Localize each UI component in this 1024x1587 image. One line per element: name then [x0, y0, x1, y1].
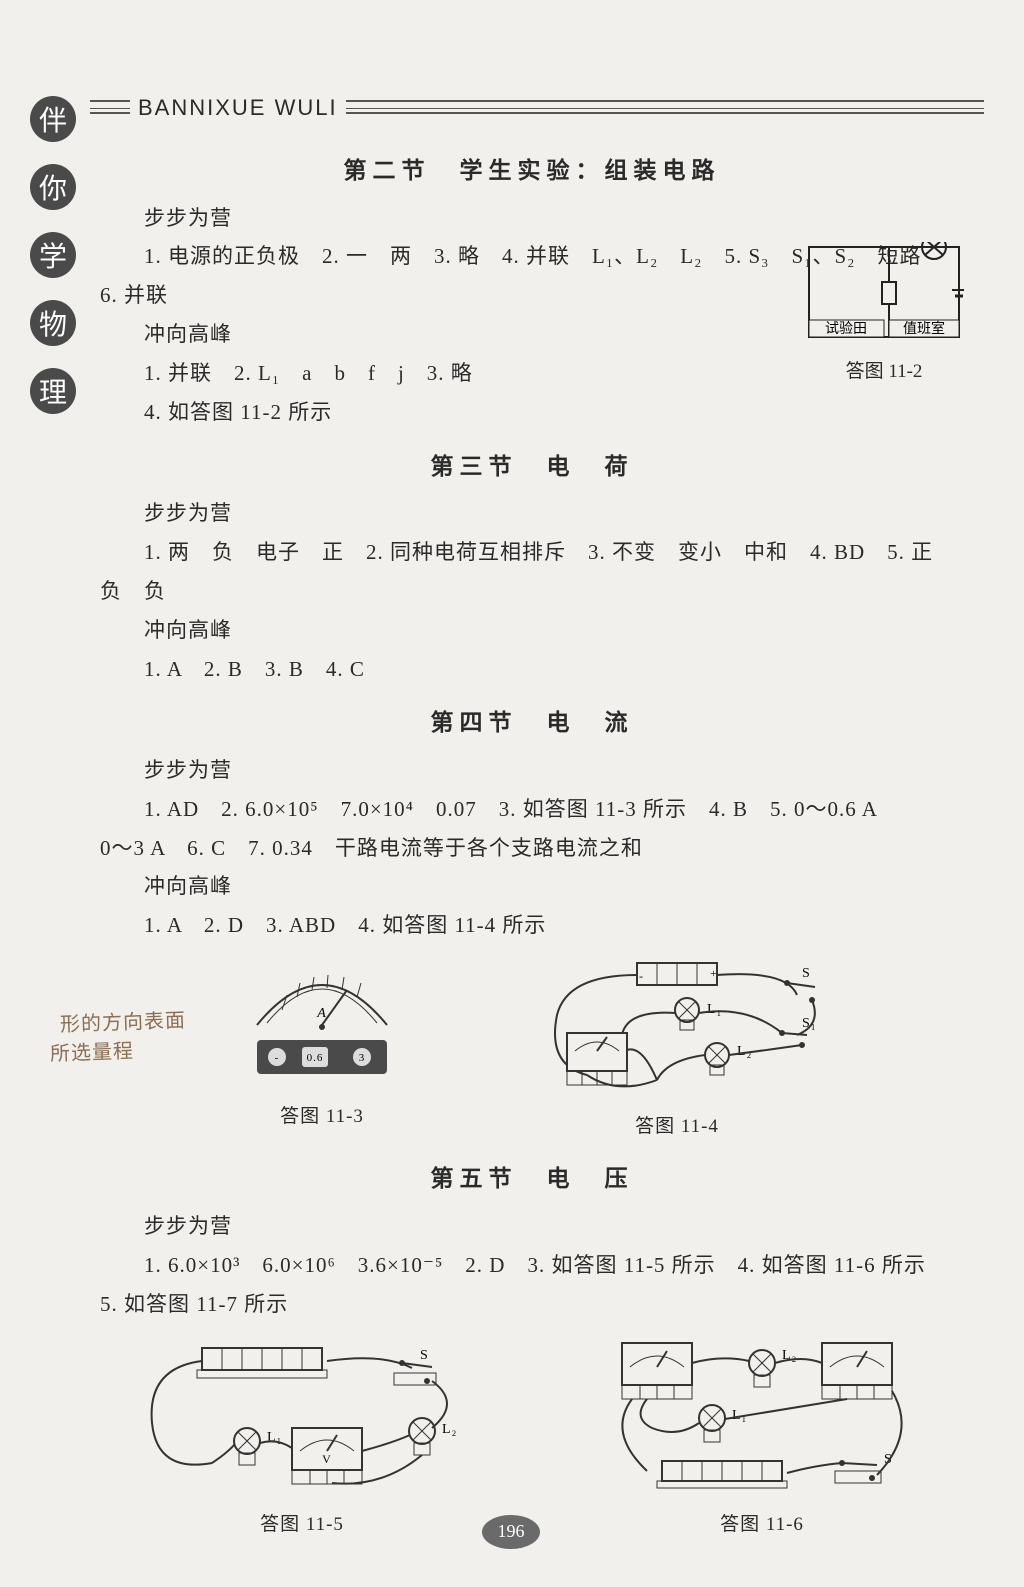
svg-text:-: - [639, 969, 644, 983]
page-number-badge: 196 [482, 1515, 542, 1551]
side-badges: 伴 你 学 物 理 [30, 96, 76, 436]
badge-char: 伴 [30, 96, 76, 142]
answer-line: 1. 6.0×10³ 6.0×10⁶ 3.6×10⁻⁵ 2. D 3. 如答图 … [144, 1246, 964, 1285]
fig-label: 试验田 [825, 321, 867, 337]
figure-caption: 答图 11-2 [804, 356, 964, 383]
figure-11-6: L₂ L₁ [592, 1333, 932, 1542]
section-4-title: 第四节 电 流 [100, 702, 964, 745]
figure-row: 形的方向表面 所选量程 A - 0.6 3 [100, 955, 964, 1144]
answer-line: 1. A 2. B 3. B 4. C [144, 650, 964, 689]
fig-label: S₁ [802, 1016, 817, 1031]
answer-line: 4. 如答图 11-2 所示 [144, 393, 964, 432]
answer-line: 1. A 2. D 3. ABD 4. 如答图 11-4 所示 [144, 906, 964, 945]
cxg-label: 冲向高峰 [144, 867, 964, 906]
svg-text:S: S [420, 1348, 429, 1363]
fig-label: S [802, 966, 811, 981]
answer-line: 1. AD 2. 6.0×10⁵ 7.0×10⁴ 0.07 3. 如答图 11-… [144, 790, 964, 829]
fig-label: 值班室 [903, 320, 945, 337]
bby-label: 步步为营 [144, 199, 964, 238]
badge-char: 你 [30, 164, 76, 210]
page-number: 196 [482, 1515, 540, 1549]
badge-char: 学 [30, 232, 76, 278]
figure-11-2: 试验田 值班室 答图 11-2 [804, 242, 964, 383]
figure-caption: 答图 11-5 [132, 1507, 472, 1542]
bby-label: 步步为营 [144, 751, 964, 790]
figure-caption: 答图 11-6 [592, 1507, 932, 1542]
handwriting: 所选量程 [49, 1034, 134, 1074]
svg-text:0.6: 0.6 [307, 1052, 324, 1064]
figure-11-5: S L₂ L₁ [132, 1333, 472, 1542]
figure-11-3: A - 0.6 3 答图 11-3 [237, 955, 407, 1144]
section-3-title: 第三节 电 荷 [100, 446, 964, 489]
svg-text:V: V [322, 1452, 332, 1466]
bby-label: 步步为营 [144, 1207, 964, 1246]
section-2-title: 第二节 学生实验：组装电路 [100, 150, 964, 193]
figure-11-4: - + S S₁ L₁ [527, 955, 827, 1144]
bby-label: 步步为营 [144, 494, 964, 533]
svg-text:3: 3 [359, 1052, 366, 1064]
answer-line: 0～3 A 6. C 7. 0.34 干路电流等于各个支路电流之和 [100, 829, 964, 868]
answer-line: 1. 两 负 电子 正 2. 同种电荷互相排斥 3. 不变 变小 中和 4. B… [144, 533, 964, 572]
figure-row: S L₂ L₁ [100, 1333, 964, 1542]
fig-label: L₁ [707, 1002, 722, 1017]
svg-text:-: - [275, 1052, 280, 1064]
badge-char: 物 [30, 300, 76, 346]
svg-text:L₂: L₂ [442, 1422, 457, 1437]
figure-caption: 答图 11-4 [527, 1109, 827, 1144]
answer-line: 负 负 [100, 572, 964, 611]
header-pinyin: BANNIXUE WULI [130, 95, 346, 121]
figure-caption: 答图 11-3 [237, 1099, 407, 1134]
svg-text:A: A [316, 1006, 327, 1021]
section-5-title: 第五节 电 压 [100, 1158, 964, 1201]
badge-char: 理 [30, 368, 76, 414]
cxg-label: 冲向高峰 [144, 611, 964, 650]
answer-line: 5. 如答图 11-7 所示 [100, 1285, 964, 1324]
svg-text:+: + [710, 966, 718, 980]
